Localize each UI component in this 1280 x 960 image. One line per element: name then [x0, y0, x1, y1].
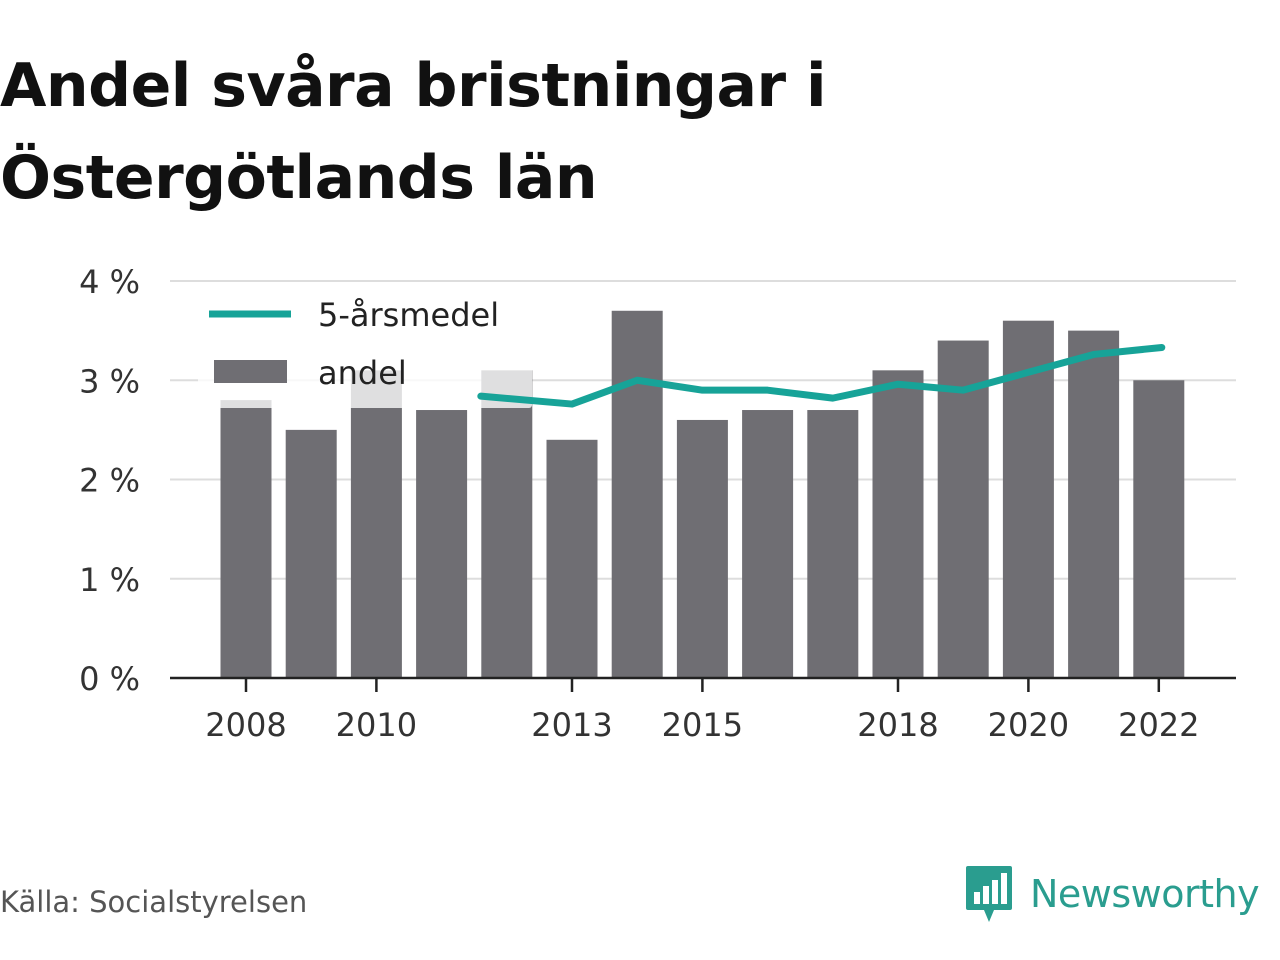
legend-label-andel: andel	[318, 354, 407, 392]
bar-2019	[937, 340, 989, 678]
bar-2015	[676, 419, 728, 678]
y-tick-label: 1 %	[79, 561, 140, 599]
legend: 5-årsmedel andel	[198, 283, 532, 408]
bar-2017	[807, 410, 859, 678]
x-tick-label: 2008	[205, 706, 286, 744]
source-note: Källa: Socialstyrelsen	[0, 885, 308, 919]
line-series-5-arsmedel	[477, 343, 1166, 408]
bar-2021	[1068, 330, 1120, 678]
bar-2008	[220, 400, 272, 678]
chart-title-line-2: Östergötlands län	[0, 143, 598, 213]
x-tick-label: 2018	[857, 706, 938, 744]
x-tick-label: 2015	[662, 706, 743, 744]
brand-name: Newsworthy	[1030, 872, 1260, 916]
x-tick-label: 2013	[531, 706, 612, 744]
y-tick-label: 0 %	[79, 660, 140, 698]
bar-2011	[416, 410, 468, 678]
y-tick-label: 2 %	[79, 462, 140, 500]
bar-2016	[742, 410, 794, 678]
y-tick-label: 4 %	[79, 263, 140, 301]
bar-2010	[350, 370, 402, 678]
bar-line-chart: 5-årsmedel andel 0 % 1 % 2 % 3 % 4 % 2008 2010…	[79, 263, 1236, 744]
bar-2013	[546, 439, 598, 678]
bar-series-andel	[220, 310, 1185, 678]
bar-2014	[611, 310, 663, 678]
axes: 0 % 1 % 2 % 3 % 4 % 2008 2010 2013 2015 2018 2020 2…	[79, 263, 1236, 744]
x-tick-label: 2010	[336, 706, 417, 744]
chart-title-line-1: Andel svåra bristningar i	[0, 51, 827, 121]
line-5-arsmedel	[477, 343, 1166, 408]
y-tick-label: 3 %	[79, 362, 140, 400]
legend-swatch-andel	[214, 360, 287, 383]
brand-logo: Newsworthy	[964, 862, 1260, 926]
bar-2012	[481, 370, 533, 678]
x-tick-label: 2020	[988, 706, 1069, 744]
bar-2022	[1133, 380, 1185, 678]
bar-2009	[285, 429, 337, 678]
chart-title: Andel svåra bristningar i Östergötlands …	[0, 40, 1000, 224]
x-tick-label: 2022	[1118, 706, 1199, 744]
bar-2018	[872, 370, 924, 678]
newsworthy-logo-icon	[966, 866, 1012, 922]
legend-label-5-arsmedel: 5-årsmedel	[318, 296, 499, 334]
